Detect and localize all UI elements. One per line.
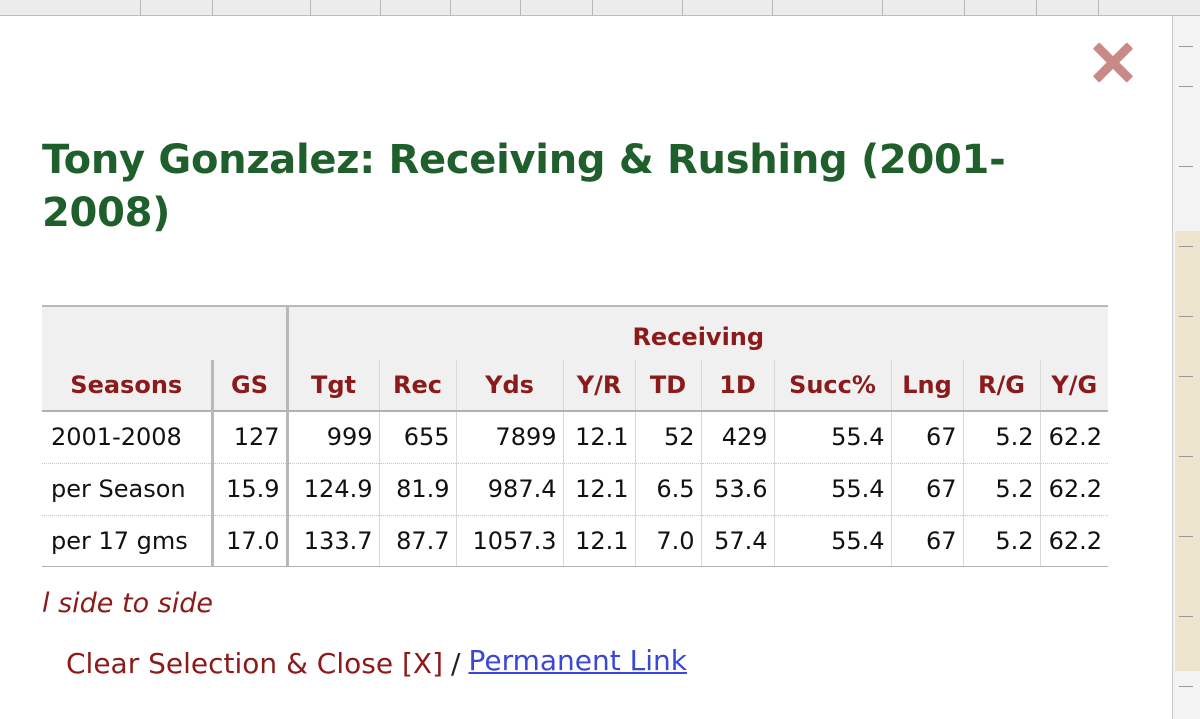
modal-footer: Clear Selection & Close [X] / Permanent Li…: [66, 644, 687, 680]
column-header-row: Seasons GS Tgt Rec Yds Y/R TD 1D Succ% L…: [42, 360, 1108, 412]
row-label: per 17 gms: [42, 515, 214, 567]
cell-yg: 62.2: [1039, 463, 1108, 516]
cell-lng: 67: [890, 515, 963, 567]
close-x-icon[interactable]: [1088, 38, 1138, 88]
receiving-group-header: Receiving: [287, 305, 1108, 360]
cell-yds: 987.4: [455, 463, 563, 516]
cell-tgt: 133.7: [287, 515, 379, 567]
cell-rec: 87.7: [378, 515, 456, 567]
cell-succ: 55.4: [773, 463, 891, 516]
over-header-row: Receiving: [42, 305, 1108, 360]
cell-tgt: 999: [287, 411, 379, 464]
cell-rg: 5.2: [962, 515, 1040, 567]
over-header-blank: [42, 305, 289, 360]
cell-rec: 655: [378, 411, 456, 464]
cell-yg: 62.2: [1039, 515, 1108, 567]
cell-1d: 57.4: [700, 515, 774, 567]
col-header-yr[interactable]: Y/R: [562, 360, 635, 412]
table-row: 2001-2008 127 999 655 7899 12.1 52 429 5…: [42, 411, 1108, 464]
table-row: per Season 15.9 124.9 81.9 987.4 12.1 6.…: [42, 463, 1108, 516]
col-header-gs[interactable]: GS: [212, 360, 289, 412]
cell-yr: 12.1: [562, 515, 635, 567]
cell-rec: 81.9: [378, 463, 456, 516]
cell-yr: 12.1: [562, 411, 635, 464]
table-row: per 17 gms 17.0 133.7 87.7 1057.3 12.1 7…: [42, 515, 1108, 567]
stats-table: Receiving Seasons GS Tgt Rec Yds Y/R TD …: [42, 305, 1108, 567]
cell-succ: 55.4: [773, 515, 891, 567]
cell-1d: 429: [700, 411, 774, 464]
cell-rg: 5.2: [962, 463, 1040, 516]
cell-gs: 127: [212, 411, 289, 464]
cell-gs: 15.9: [212, 463, 289, 516]
cell-tgt: 124.9: [287, 463, 379, 516]
scroll-hint-text: l side to side: [42, 588, 213, 619]
cell-succ: 55.4: [773, 411, 891, 464]
stats-modal: Tony Gonzalez: Receiving & Rushing (2001…: [0, 16, 1172, 719]
cell-yg: 62.2: [1039, 411, 1108, 464]
row-label: per Season: [42, 463, 214, 516]
background-table-header: [0, 0, 1200, 16]
col-header-succ[interactable]: Succ%: [773, 360, 891, 412]
stats-table-scroll[interactable]: Receiving Seasons GS Tgt Rec Yds Y/R TD …: [42, 305, 1110, 567]
modal-title: Tony Gonzalez: Receiving & Rushing (2001…: [42, 137, 1006, 236]
col-header-rec[interactable]: Rec: [378, 360, 456, 412]
col-header-1d[interactable]: 1D: [700, 360, 774, 412]
background-page-edge: [1172, 16, 1200, 719]
col-header-seasons[interactable]: Seasons: [42, 360, 214, 412]
col-header-rg[interactable]: R/G: [962, 360, 1040, 412]
cell-lng: 67: [890, 411, 963, 464]
col-header-tgt[interactable]: Tgt: [287, 360, 379, 412]
cell-yds: 1057.3: [455, 515, 563, 567]
cell-td: 6.5: [634, 463, 701, 516]
cell-yr: 12.1: [562, 463, 635, 516]
cell-yds: 7899: [455, 411, 563, 464]
col-header-yds[interactable]: Yds: [455, 360, 563, 412]
col-header-yg[interactable]: Y/G: [1039, 360, 1108, 412]
permanent-link[interactable]: Permanent Link: [468, 644, 687, 677]
cell-td: 7.0: [634, 515, 701, 567]
footer-separator: /: [451, 647, 461, 680]
col-header-td[interactable]: TD: [634, 360, 701, 412]
col-header-lng[interactable]: Lng: [890, 360, 963, 412]
row-label: 2001-2008: [42, 411, 214, 464]
clear-selection-close-link[interactable]: Clear Selection & Close [X]: [66, 647, 444, 680]
cell-rg: 5.2: [962, 411, 1040, 464]
cell-1d: 53.6: [700, 463, 774, 516]
cell-td: 52: [634, 411, 701, 464]
cell-lng: 67: [890, 463, 963, 516]
cell-gs: 17.0: [212, 515, 289, 567]
